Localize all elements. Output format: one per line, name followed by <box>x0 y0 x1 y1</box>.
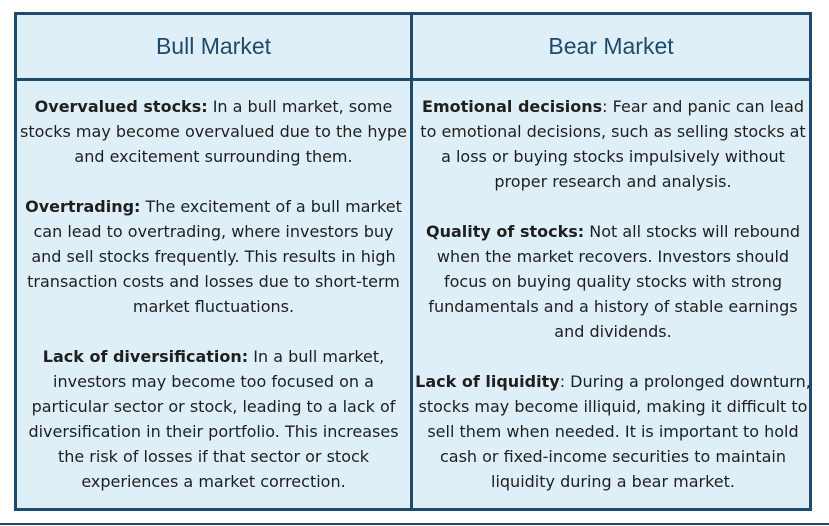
point-title: Lack of diversification: <box>42 347 249 366</box>
bear-market-column: Emotional decisions: Fear and panic can … <box>415 94 811 494</box>
point-title: Overtrading: <box>25 197 141 216</box>
bottom-rule <box>0 523 829 525</box>
point-title: Quality of stocks: <box>426 222 585 241</box>
point-title: Emotional decisions <box>422 97 603 116</box>
point-text: In a bull market, some stocks may become… <box>20 97 407 166</box>
header-bear-market: Bear Market <box>548 33 674 59</box>
point-text: In a bull market, investors may become t… <box>28 347 399 491</box>
point-text: : Fear and panic can lead to emotional d… <box>420 97 806 191</box>
column-divider <box>410 15 413 508</box>
point-title: Overvalued stocks: <box>34 97 208 116</box>
bear-point-lack-of-liquidity: Lack of liquidity: During a prolonged do… <box>415 369 811 494</box>
point-title: Lack of liquidity <box>415 372 560 391</box>
bull-market-column: Overvalued stocks: In a bull market, som… <box>19 94 408 494</box>
point-text: Not all stocks will rebound when the mar… <box>428 222 800 341</box>
comparison-table: Bull Market Bear Market Overvalued stock… <box>14 12 812 511</box>
bull-point-overvalued-stocks: Overvalued stocks: In a bull market, som… <box>19 94 408 169</box>
point-text: The excitement of a bull market can lead… <box>27 197 402 316</box>
bear-point-quality-of-stocks: Quality of stocks: Not all stocks will r… <box>415 219 811 344</box>
point-text: : During a prolonged downturn, stocks ma… <box>418 372 811 491</box>
bear-point-emotional-decisions: Emotional decisions: Fear and panic can … <box>415 94 811 194</box>
bull-point-lack-of-diversification: Lack of diversification: In a bull marke… <box>19 344 408 494</box>
header-bull-market: Bull Market <box>155 33 272 59</box>
header-divider <box>17 78 809 81</box>
bull-point-overtrading: Overtrading: The excitement of a bull ma… <box>19 194 408 319</box>
